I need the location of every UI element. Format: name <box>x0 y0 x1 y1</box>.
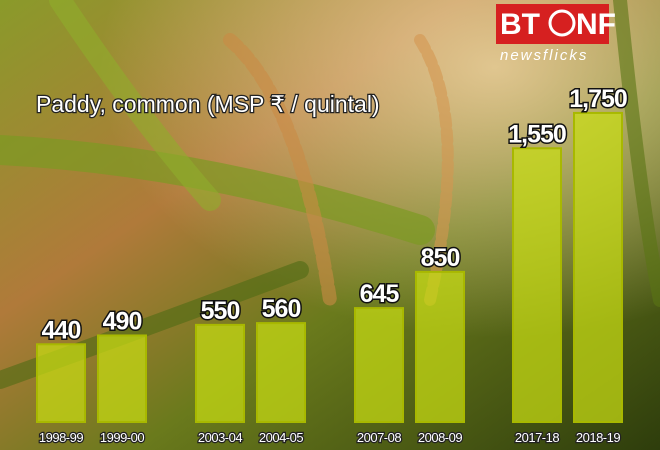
bar <box>354 307 404 423</box>
x-tick-label: 2008-09 <box>418 430 462 445</box>
value-label: 645 <box>360 280 400 308</box>
x-tick-label: 1999-00 <box>100 430 144 445</box>
logo-tagline: newsflicks <box>500 47 588 64</box>
bar <box>415 270 465 424</box>
x-tick-label: 2003-04 <box>198 430 242 445</box>
bar <box>195 323 245 423</box>
x-tick-label: 2017-18 <box>515 430 559 445</box>
logo-icon <box>548 9 576 37</box>
chart-title: Paddy, common (MSP ₹ / quintal) <box>36 91 380 117</box>
value-label: 440 <box>42 316 81 344</box>
logo-nf: NF <box>576 8 616 41</box>
value-label: 550 <box>201 297 240 325</box>
logo: BT NF newsflicks <box>496 4 616 64</box>
leaves <box>0 0 660 389</box>
logo-box <box>496 4 609 44</box>
value-label: 490 <box>103 307 142 335</box>
x-tick-label: 1998-99 <box>39 430 83 445</box>
x-tick-label: 2018-19 <box>576 430 620 445</box>
value-label: 560 <box>262 295 301 323</box>
value-label: 850 <box>421 244 460 272</box>
bar <box>97 334 147 423</box>
x-tick-label: 2007-08 <box>357 430 401 445</box>
value-label: 1,550 <box>508 120 566 148</box>
bar <box>256 322 306 424</box>
x-tick-label: 2004-05 <box>259 430 303 445</box>
bar <box>36 343 86 423</box>
value-label: 1,750 <box>569 85 627 113</box>
bar <box>573 111 623 423</box>
logo-bt: BT <box>500 8 540 41</box>
bar <box>512 147 562 424</box>
